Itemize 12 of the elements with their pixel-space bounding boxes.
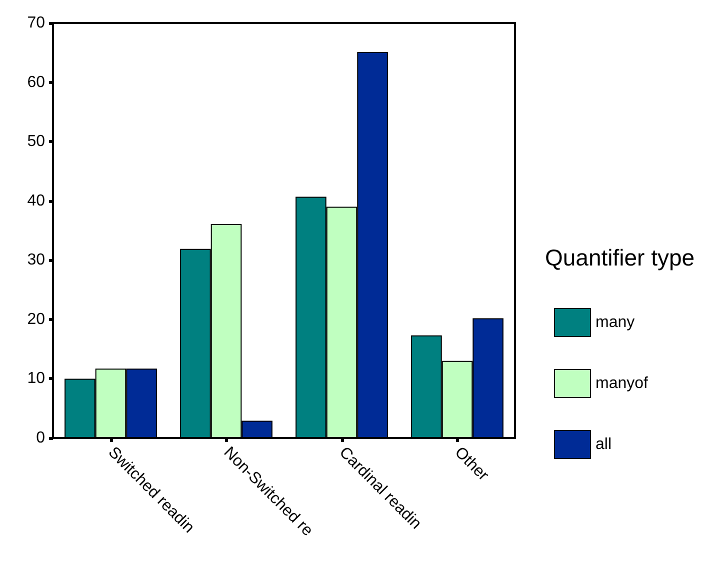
- y-tick-label: 70: [27, 14, 46, 32]
- legend-label: manyof: [596, 375, 649, 392]
- legend-label: many: [596, 314, 635, 331]
- y-tick-label: 0: [36, 430, 46, 446]
- legend-label: all: [596, 436, 612, 453]
- y-tick-label: 10: [27, 370, 46, 388]
- y-tick-label: 50: [27, 133, 46, 150]
- y-tick-label: 40: [27, 192, 46, 210]
- y-tick-label: 60: [27, 74, 46, 91]
- legend-title: Quantifier type: [545, 244, 695, 270]
- y-tick-label: 30: [27, 252, 46, 269]
- y-tick-label: 20: [27, 310, 46, 328]
